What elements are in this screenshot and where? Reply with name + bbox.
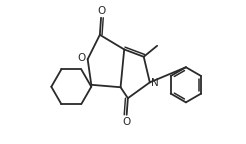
Text: O: O xyxy=(123,117,131,127)
Text: N: N xyxy=(151,78,159,88)
Text: O: O xyxy=(77,53,86,63)
Text: O: O xyxy=(97,6,105,16)
